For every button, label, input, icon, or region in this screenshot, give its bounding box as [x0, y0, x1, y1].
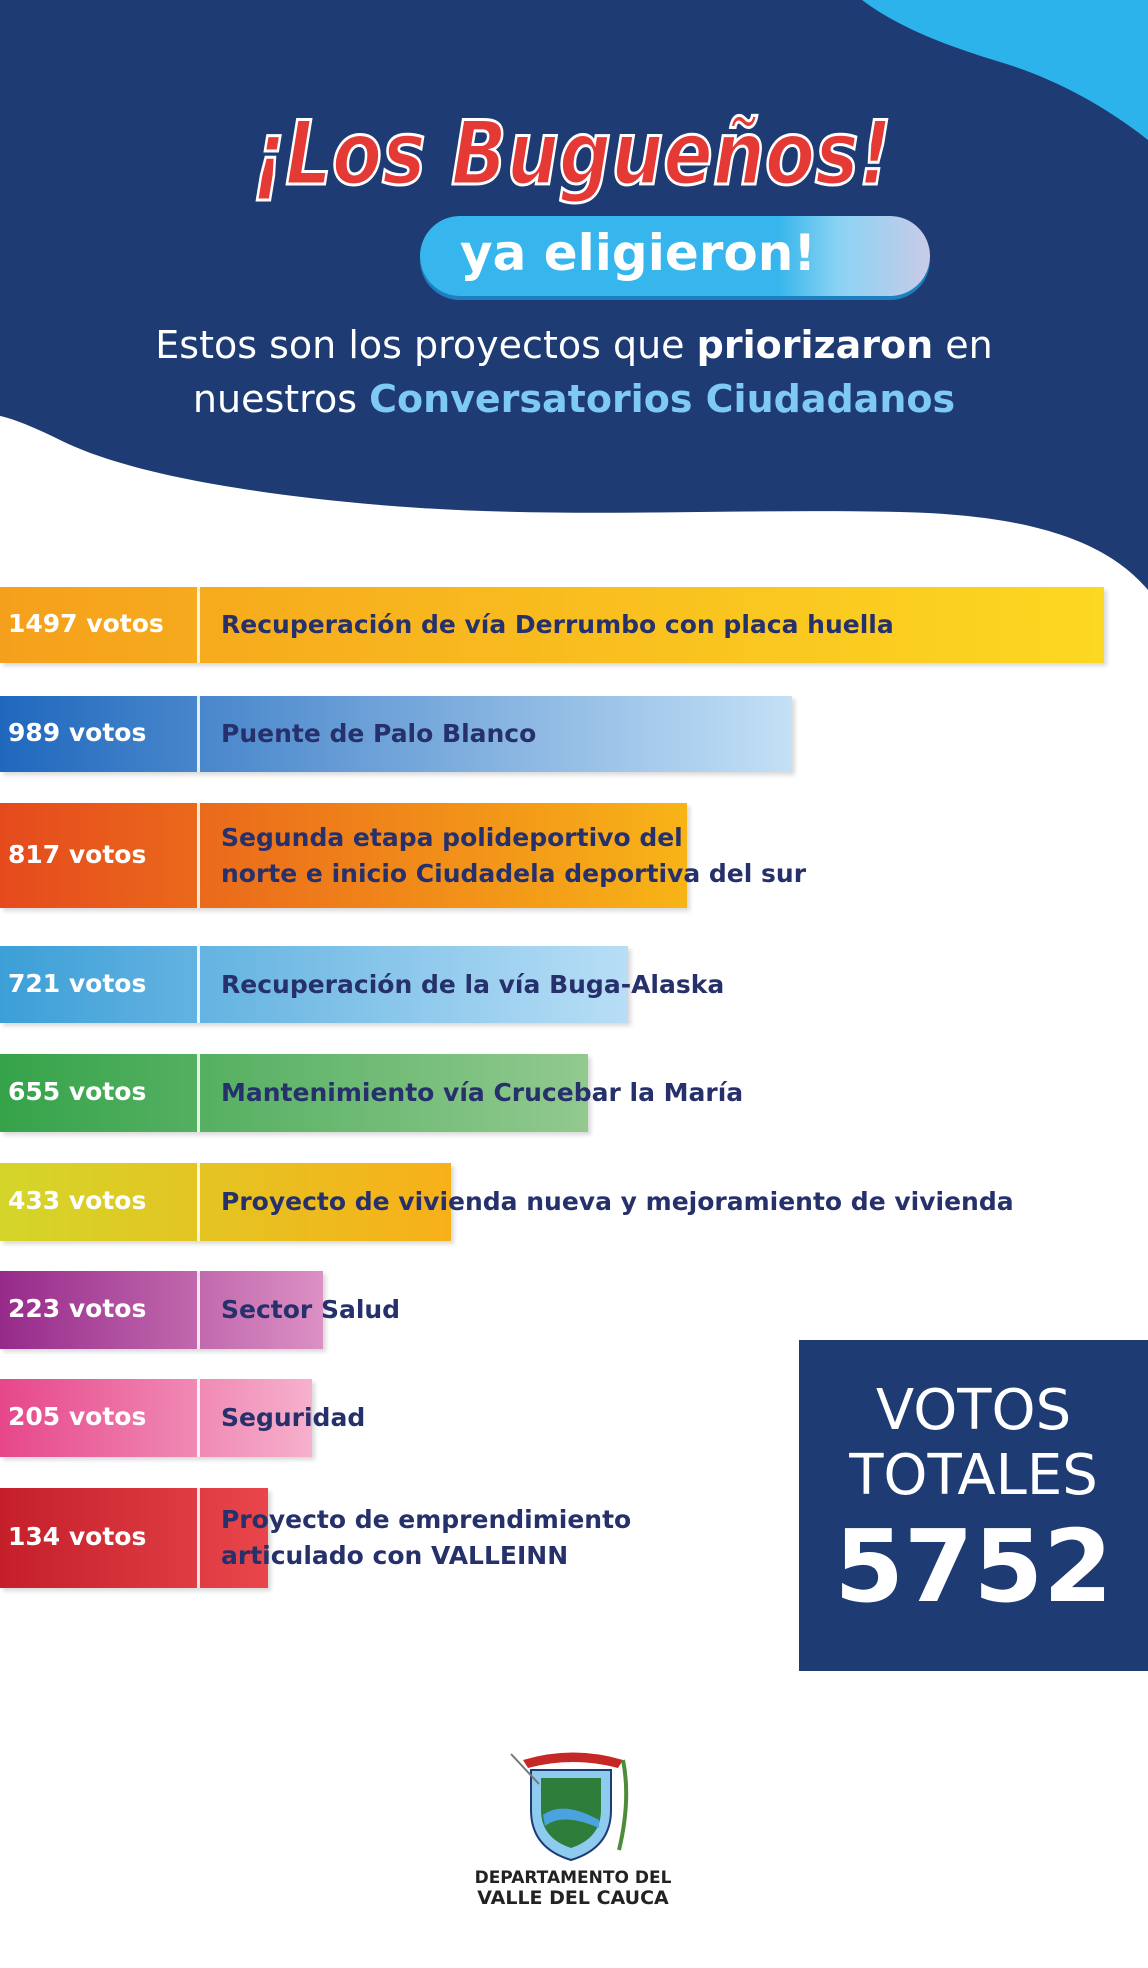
title-logo-text: ¡Los Bugueños! — [251, 101, 894, 207]
intro-text-part: en — [933, 323, 993, 367]
project-label: Puente de Palo Blanco — [221, 716, 536, 752]
project-label-line: Sector Salud — [221, 1295, 401, 1324]
project-label: Proyecto de emprendimiento articulado con… — [221, 1502, 631, 1574]
bar-divider — [197, 587, 200, 663]
total-label-line1: VOTOS — [875, 1378, 1072, 1443]
project-label: Proyecto de vivienda nueva y mejoramient… — [221, 1184, 1014, 1220]
pill-text: ya eligieron! — [460, 224, 817, 282]
project-label-line: Recuperación de vía Derrumbo con placa h… — [221, 610, 894, 639]
vote-count-label: 223 votos — [8, 1294, 147, 1323]
bar-divider — [197, 1271, 200, 1349]
bar-divider — [197, 1054, 200, 1132]
vote-bar — [0, 803, 687, 908]
subtitle-pill: ya eligieron! — [420, 216, 930, 296]
title-text: ¡Los Bugueños! — [252, 102, 892, 205]
project-label: Seguridad — [221, 1400, 365, 1436]
valle-del-cauca-coat-of-arms-icon — [510, 1752, 629, 1862]
bar-divider — [197, 1488, 200, 1588]
header-cyan-corner — [862, 0, 1148, 140]
project-label: Recuperación de la vía Buga-Alaska — [221, 967, 724, 1003]
intro-text-part: nuestros — [192, 377, 370, 421]
intro-text-highlight: Conversatorios Ciudadanos — [369, 377, 956, 421]
vote-count-label: 433 votos — [8, 1186, 147, 1215]
vote-bar — [0, 696, 793, 772]
vote-count-label: 1497 votos — [8, 609, 164, 638]
project-label-line: Proyecto de emprendimiento — [221, 1505, 632, 1534]
footer-line2: VALLE DEL CAUCA — [477, 1887, 669, 1909]
project-label-line: Segunda etapa polideportivo del — [221, 822, 683, 852]
bar-divider — [197, 1163, 200, 1241]
header-background — [0, 0, 1148, 590]
vote-count-label: 134 votos — [8, 1522, 147, 1551]
vote-bar — [0, 587, 1104, 663]
vote-count-label: 817 votos — [8, 839, 147, 869]
project-label-line: Seguridad — [221, 1403, 366, 1432]
vote-count-label: 205 votos — [8, 1402, 147, 1431]
project-label-line: articulado con VALLEINN — [221, 1541, 569, 1570]
footer-line1: DEPARTAMENTO DEL — [474, 1868, 672, 1888]
bar-divider — [197, 696, 200, 772]
vote-bar — [0, 1488, 268, 1588]
total-value: 5752 — [834, 1508, 1113, 1625]
project-label: Sector Salud — [221, 1292, 400, 1328]
vote-count-label: 989 votos — [8, 718, 147, 747]
footer-logo-text: DEPARTAMENTO DEL VALLE DEL CAUCA — [420, 1868, 726, 1908]
bar-divider — [197, 1379, 200, 1457]
intro-text-bold: priorizaron — [696, 323, 934, 367]
project-label-line: Puente de Palo Blanco — [221, 719, 537, 748]
project-label-line: Recuperación de la vía Buga-Alaska — [221, 969, 725, 999]
project-label-line: norte e inicio Ciudadela deportiva del s… — [221, 858, 807, 888]
vote-bar — [0, 1271, 323, 1349]
total-votes-box: VOTOS TOTALES 5752 — [799, 1340, 1148, 1671]
project-label: Mantenimiento vía Crucebar la María — [221, 1075, 743, 1111]
project-label-line: Mantenimiento vía Crucebar la María — [221, 1078, 744, 1107]
vote-count-label: 721 votos — [8, 968, 147, 998]
vote-bar — [0, 1379, 312, 1457]
project-label-line: Proyecto de vivienda nueva y mejoramient… — [221, 1187, 1014, 1216]
bar-divider — [197, 946, 200, 1023]
vote-count-label: 655 votos — [8, 1077, 147, 1106]
total-label-line2: TOTALES — [849, 1443, 1098, 1508]
intro-text: Estos son los proyectos que priorizaron … — [0, 318, 1148, 426]
bar-divider — [197, 803, 200, 908]
vote-bar — [0, 1163, 452, 1241]
vote-bar — [0, 946, 629, 1023]
intro-text-part: Estos son los proyectos que — [155, 323, 697, 367]
vote-bar — [0, 1054, 588, 1132]
project-label: Recuperación de vía Derrumbo con placa h… — [221, 607, 894, 643]
project-label: Segunda etapa polideportivo del norte e i… — [221, 820, 806, 892]
